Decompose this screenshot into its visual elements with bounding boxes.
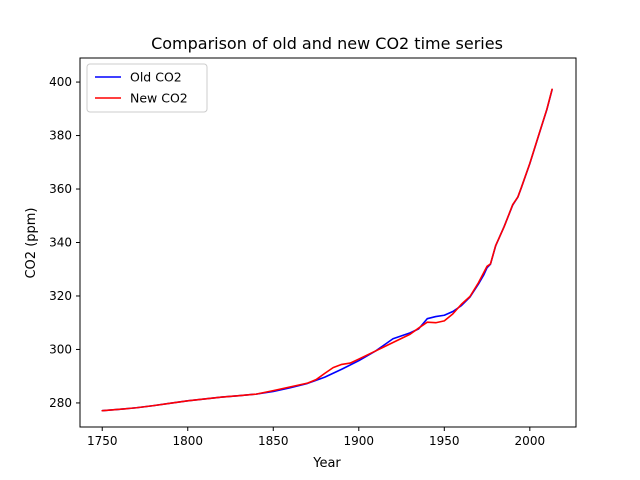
legend-label-old-co2: Old CO2: [130, 70, 182, 85]
plot-frame: [79, 57, 577, 428]
x-tick-label: 1800: [172, 434, 203, 448]
series-line-new-co2: [101, 88, 553, 412]
y-tick-label: 360: [49, 182, 72, 196]
x-tick-label: 1950: [429, 434, 460, 448]
y-axis-ticks: 280 300 320 340 360 380 400: [49, 75, 80, 410]
chart-title: Comparison of old and new CO2 time serie…: [151, 34, 503, 53]
x-tick-label: 1900: [344, 434, 375, 448]
y-tick-label: 340: [49, 236, 72, 250]
plot-area: [101, 88, 553, 412]
y-tick-label: 320: [49, 289, 72, 303]
x-tick-label: 1750: [87, 434, 118, 448]
legend-box: [86, 63, 208, 113]
x-axis-ticks: 1750 1800 1850 1900 1950 2000: [87, 427, 545, 448]
y-axis-label: CO2 (ppm): [24, 207, 39, 278]
x-axis-label: Year: [312, 456, 341, 471]
legend-label-new-co2: New CO2: [130, 91, 188, 106]
y-tick-label: 380: [49, 129, 72, 143]
y-tick-label: 400: [49, 75, 72, 89]
x-tick-label: 1850: [258, 434, 289, 448]
x-tick-label: 2000: [515, 434, 546, 448]
y-tick-label: 280: [49, 396, 72, 410]
legend: Old CO2 New CO2: [86, 63, 208, 113]
y-tick-label: 300: [49, 342, 72, 356]
